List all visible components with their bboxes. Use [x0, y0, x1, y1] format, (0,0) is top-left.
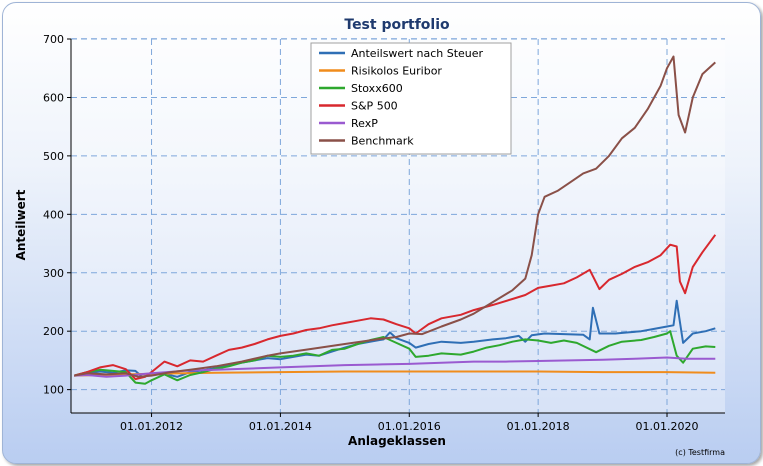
x-tick-label-3: 01.01.2018	[507, 420, 570, 433]
line-chart: Test portfolio 100 200 300 400 500 600 700 01.…	[14, 17, 725, 457]
legend-box	[310, 42, 512, 155]
series-line-3	[73, 234, 717, 381]
copyright-text: (c) Testfirma	[675, 448, 725, 457]
y-tick-label-2: 300	[43, 267, 64, 280]
y-axis-ticks: 100 200 300 400 500 600 700	[43, 33, 71, 397]
legend: Anteilswert nach Steuer Risikolos Euribor…	[310, 42, 512, 155]
y-axis-label: Anteilwert	[14, 189, 28, 260]
y-tick-label-0: 100	[43, 384, 64, 397]
series-group	[73, 55, 717, 385]
x-tick-label-4: 01.01.2020	[636, 420, 699, 433]
x-tick-label-2: 01.01.2016	[378, 420, 441, 433]
legend-label-5: Benchmark	[351, 135, 414, 148]
legend-label-0: Anteilswert nach Steuer	[351, 47, 484, 60]
y-tick-label-6: 700	[43, 33, 64, 46]
grid	[71, 38, 725, 413]
series-line-2	[73, 330, 716, 385]
y-tick-label-3: 400	[43, 208, 64, 221]
legend-label-1: Risikolos Euribor	[351, 65, 442, 78]
axes	[70, 39, 725, 414]
series-line-0	[74, 299, 716, 378]
series-line-4	[74, 356, 716, 378]
x-axis-label: Anlageklassen	[348, 434, 446, 448]
legend-label-2: Stoxx600	[351, 82, 403, 95]
y-tick-label-4: 500	[43, 150, 64, 163]
legend-label-3: S&P 500	[351, 100, 398, 113]
legend-label-4: RexP	[351, 117, 378, 130]
chart-title: Test portfolio	[344, 17, 450, 33]
y-tick-label-5: 600	[43, 91, 64, 104]
x-axis-ticks: 01.01.2012 01.01.2014 01.01.2016 01.01.2018…	[120, 413, 699, 433]
x-tick-label-1: 01.01.2014	[249, 420, 312, 433]
series-line-5	[74, 55, 716, 378]
y-tick-label-1: 200	[43, 325, 64, 338]
x-tick-label-0: 01.01.2012	[120, 420, 183, 433]
